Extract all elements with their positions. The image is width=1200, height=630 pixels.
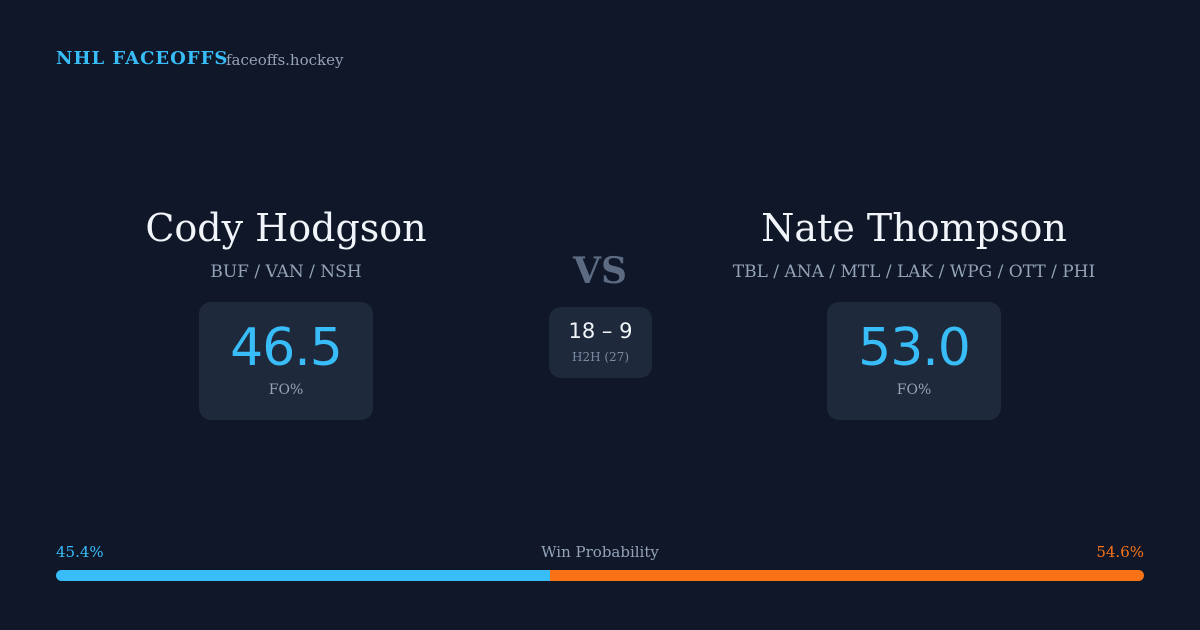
bar-segment: [549, 570, 1144, 581]
player-name: Cody Hodgson: [145, 206, 427, 250]
versus: VS: [573, 250, 627, 292]
player-name: Nate Thompson: [761, 206, 1067, 250]
fo-pct: 53.0: [858, 318, 971, 378]
h2h-box: 18 – 9 H2H (27): [549, 307, 652, 378]
brand: NHL FACEOFFS: [56, 48, 229, 69]
stat-box: 46.5 FO%: [199, 302, 373, 420]
fo-label: FO%: [268, 382, 304, 398]
fo-label: FO%: [896, 382, 932, 398]
player-teams: BUF / VAN / NSH: [210, 262, 362, 282]
player-teams: TBL / ANA / MTL / LAK / WPG / OTT / PHI: [732, 262, 1096, 282]
win-pct-right: 54.6%: [1096, 543, 1144, 561]
site: faceoffs.hockey: [226, 51, 344, 69]
win-prob-title: Win Probability: [541, 543, 659, 561]
h2h-label: H2H (27): [571, 350, 629, 364]
bar-segment: [56, 570, 550, 581]
win-prob-bar: [56, 570, 1144, 581]
win-pct-left: 45.4%: [56, 543, 104, 561]
stat-box: 53.0 FO%: [827, 302, 1001, 420]
h2h-record: 18 – 9: [568, 319, 633, 343]
fo-pct: 46.5: [230, 318, 343, 378]
